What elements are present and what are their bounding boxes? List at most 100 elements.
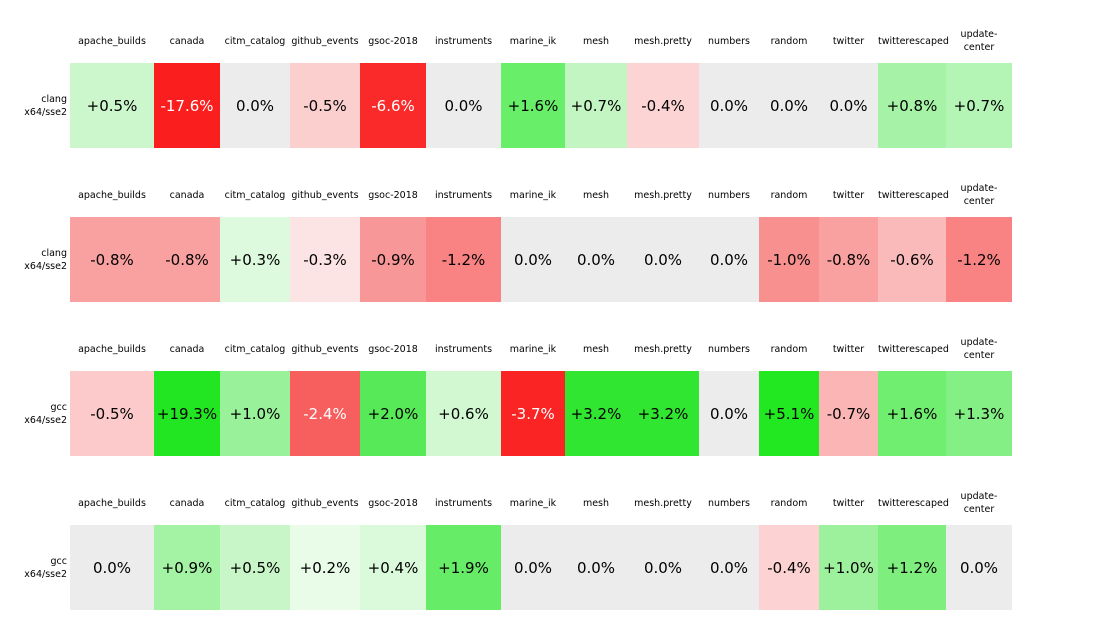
heatmap-cell: +1.6% — [878, 371, 946, 456]
column-header: citm_catalog — [224, 35, 286, 47]
column-header: marine_ik — [509, 343, 557, 355]
heatmap-cell: 0.0% — [819, 63, 878, 148]
heatmap-cell: 0.0% — [699, 63, 759, 148]
column-header: gsoc-2018 — [368, 497, 418, 509]
heatmap-row: clang x64/sse2 +0.5% -17.6% 0.0% -0.5% -6.6% 0… — [0, 63, 1100, 148]
heatmap-cell: 0.0% — [946, 525, 1012, 610]
column-header: github_events — [291, 343, 359, 355]
heatmap-cell: +1.6% — [501, 63, 565, 148]
heatmap-cell: +1.9% — [426, 525, 501, 610]
column-header-row: apache_builds canada citm_catalog github_ev… — [0, 19, 1100, 63]
column-header: canada — [169, 497, 205, 509]
column-header: twitter — [832, 497, 865, 509]
heatmap-cell: -0.8% — [70, 217, 154, 302]
heatmap-cell: 0.0% — [699, 525, 759, 610]
heatmap-cell: -0.6% — [878, 217, 946, 302]
heatmap-cell: -0.4% — [759, 525, 819, 610]
column-header: citm_catalog — [224, 497, 286, 509]
column-header: marine_ik — [509, 189, 557, 201]
column-header: mesh — [582, 343, 610, 355]
column-header: mesh.pretty — [634, 497, 692, 509]
heatmap-cell: -1.2% — [426, 217, 501, 302]
heatmap-cell: -0.8% — [154, 217, 220, 302]
heatmap-cell: -3.7% — [501, 371, 565, 456]
heatmap-cell: +0.7% — [946, 63, 1012, 148]
column-header: instruments — [434, 343, 493, 355]
column-header: apache_builds — [78, 497, 146, 509]
heatmap-cell: -1.0% — [759, 217, 819, 302]
heatmap-cell: +19.3% — [154, 371, 220, 456]
heatmap-cell: +1.0% — [819, 525, 878, 610]
column-header: marine_ik — [509, 497, 557, 509]
row-label: clang x64/sse2 — [24, 93, 67, 118]
heatmap-cell: +1.2% — [878, 525, 946, 610]
column-header: mesh.pretty — [634, 35, 692, 47]
column-header: gsoc-2018 — [368, 343, 418, 355]
heatmap-row: gcc x64/sse2 -0.5% +19.3% +1.0% -2.4% +2.0% +0… — [0, 371, 1100, 456]
heatmap-cell: +0.7% — [565, 63, 627, 148]
heatmap-cell: +1.3% — [946, 371, 1012, 456]
column-header: random — [770, 189, 808, 201]
heatmap-cell: +0.6% — [426, 371, 501, 456]
heatmap-cell: 0.0% — [220, 63, 290, 148]
heatmap-block: apache_builds canada citm_catalog github_ev… — [0, 481, 1100, 610]
column-header-row: apache_builds canada citm_catalog github_ev… — [0, 173, 1100, 217]
heatmap-row: clang x64/sse2 -0.8% -0.8% +0.3% -0.3% -0.9% -… — [0, 217, 1100, 302]
column-header: update- center — [960, 337, 998, 361]
heatmap-block: apache_builds canada citm_catalog github_ev… — [0, 173, 1100, 302]
heatmap-cell: -0.7% — [819, 371, 878, 456]
heatmap-cell: +0.9% — [154, 525, 220, 610]
heatmap-cell: +5.1% — [759, 371, 819, 456]
column-header: instruments — [434, 497, 493, 509]
heatmap-cell: 0.0% — [501, 525, 565, 610]
column-header: random — [770, 35, 808, 47]
column-header: gsoc-2018 — [368, 35, 418, 47]
heatmap-cell: +2.0% — [360, 371, 426, 456]
heatmap-cell: +3.2% — [565, 371, 627, 456]
heatmap-cell: 0.0% — [699, 217, 759, 302]
column-header: mesh.pretty — [634, 189, 692, 201]
column-header: instruments — [434, 189, 493, 201]
row-label: clang x64/sse2 — [24, 247, 67, 272]
column-header: instruments — [434, 35, 493, 47]
row-label: gcc x64/sse2 — [24, 555, 67, 580]
heatmap-cell: 0.0% — [70, 525, 154, 610]
row-label: gcc x64/sse2 — [24, 401, 67, 426]
column-header: twitterescaped — [878, 35, 949, 47]
column-header: mesh.pretty — [634, 343, 692, 355]
column-header: mesh — [582, 189, 610, 201]
column-header: twitter — [832, 35, 865, 47]
heatmap-cell: -0.3% — [290, 217, 360, 302]
heatmap-cell: +0.3% — [220, 217, 290, 302]
column-header: mesh — [582, 497, 610, 509]
heatmap-cell: 0.0% — [759, 63, 819, 148]
column-header: canada — [169, 189, 205, 201]
heatmap-block: apache_builds canada citm_catalog github_ev… — [0, 327, 1100, 456]
column-header: random — [770, 497, 808, 509]
heatmap-cell: +3.2% — [627, 371, 699, 456]
heatmap-cell: -2.4% — [290, 371, 360, 456]
column-header: random — [770, 343, 808, 355]
heatmap-cell: 0.0% — [565, 217, 627, 302]
column-header: citm_catalog — [224, 189, 286, 201]
heatmap-cell: +0.5% — [70, 63, 154, 148]
heatmap-cell: 0.0% — [426, 63, 501, 148]
column-header: update- center — [960, 29, 998, 53]
column-header: canada — [169, 343, 205, 355]
column-header: gsoc-2018 — [368, 189, 418, 201]
column-header: twitter — [832, 189, 865, 201]
column-header: twitterescaped — [878, 189, 949, 201]
column-header: apache_builds — [78, 35, 146, 47]
column-header: github_events — [291, 189, 359, 201]
column-header: update- center — [960, 491, 998, 515]
heatmap-cell: +0.2% — [290, 525, 360, 610]
column-header: numbers — [707, 497, 751, 509]
column-header-row: apache_builds canada citm_catalog github_ev… — [0, 481, 1100, 525]
heatmap-cell: +1.0% — [220, 371, 290, 456]
column-header: apache_builds — [78, 343, 146, 355]
heatmap-cell: 0.0% — [699, 371, 759, 456]
column-header: twitterescaped — [878, 343, 949, 355]
column-header: update- center — [960, 183, 998, 207]
column-header: canada — [169, 35, 205, 47]
